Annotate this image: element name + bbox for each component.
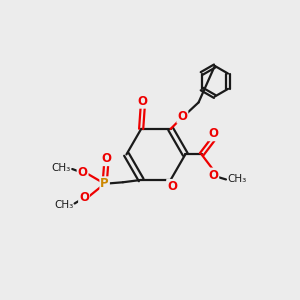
Text: O: O [208, 169, 218, 182]
Text: P: P [100, 177, 109, 190]
Text: O: O [79, 191, 89, 204]
Text: O: O [101, 152, 111, 165]
Text: CH₃: CH₃ [52, 163, 71, 172]
Text: O: O [78, 166, 88, 179]
Text: O: O [167, 180, 177, 193]
Text: CH₃: CH₃ [227, 174, 247, 184]
Text: CH₃: CH₃ [54, 200, 73, 210]
Text: O: O [208, 127, 218, 140]
Text: O: O [177, 110, 188, 123]
Text: O: O [138, 95, 148, 108]
